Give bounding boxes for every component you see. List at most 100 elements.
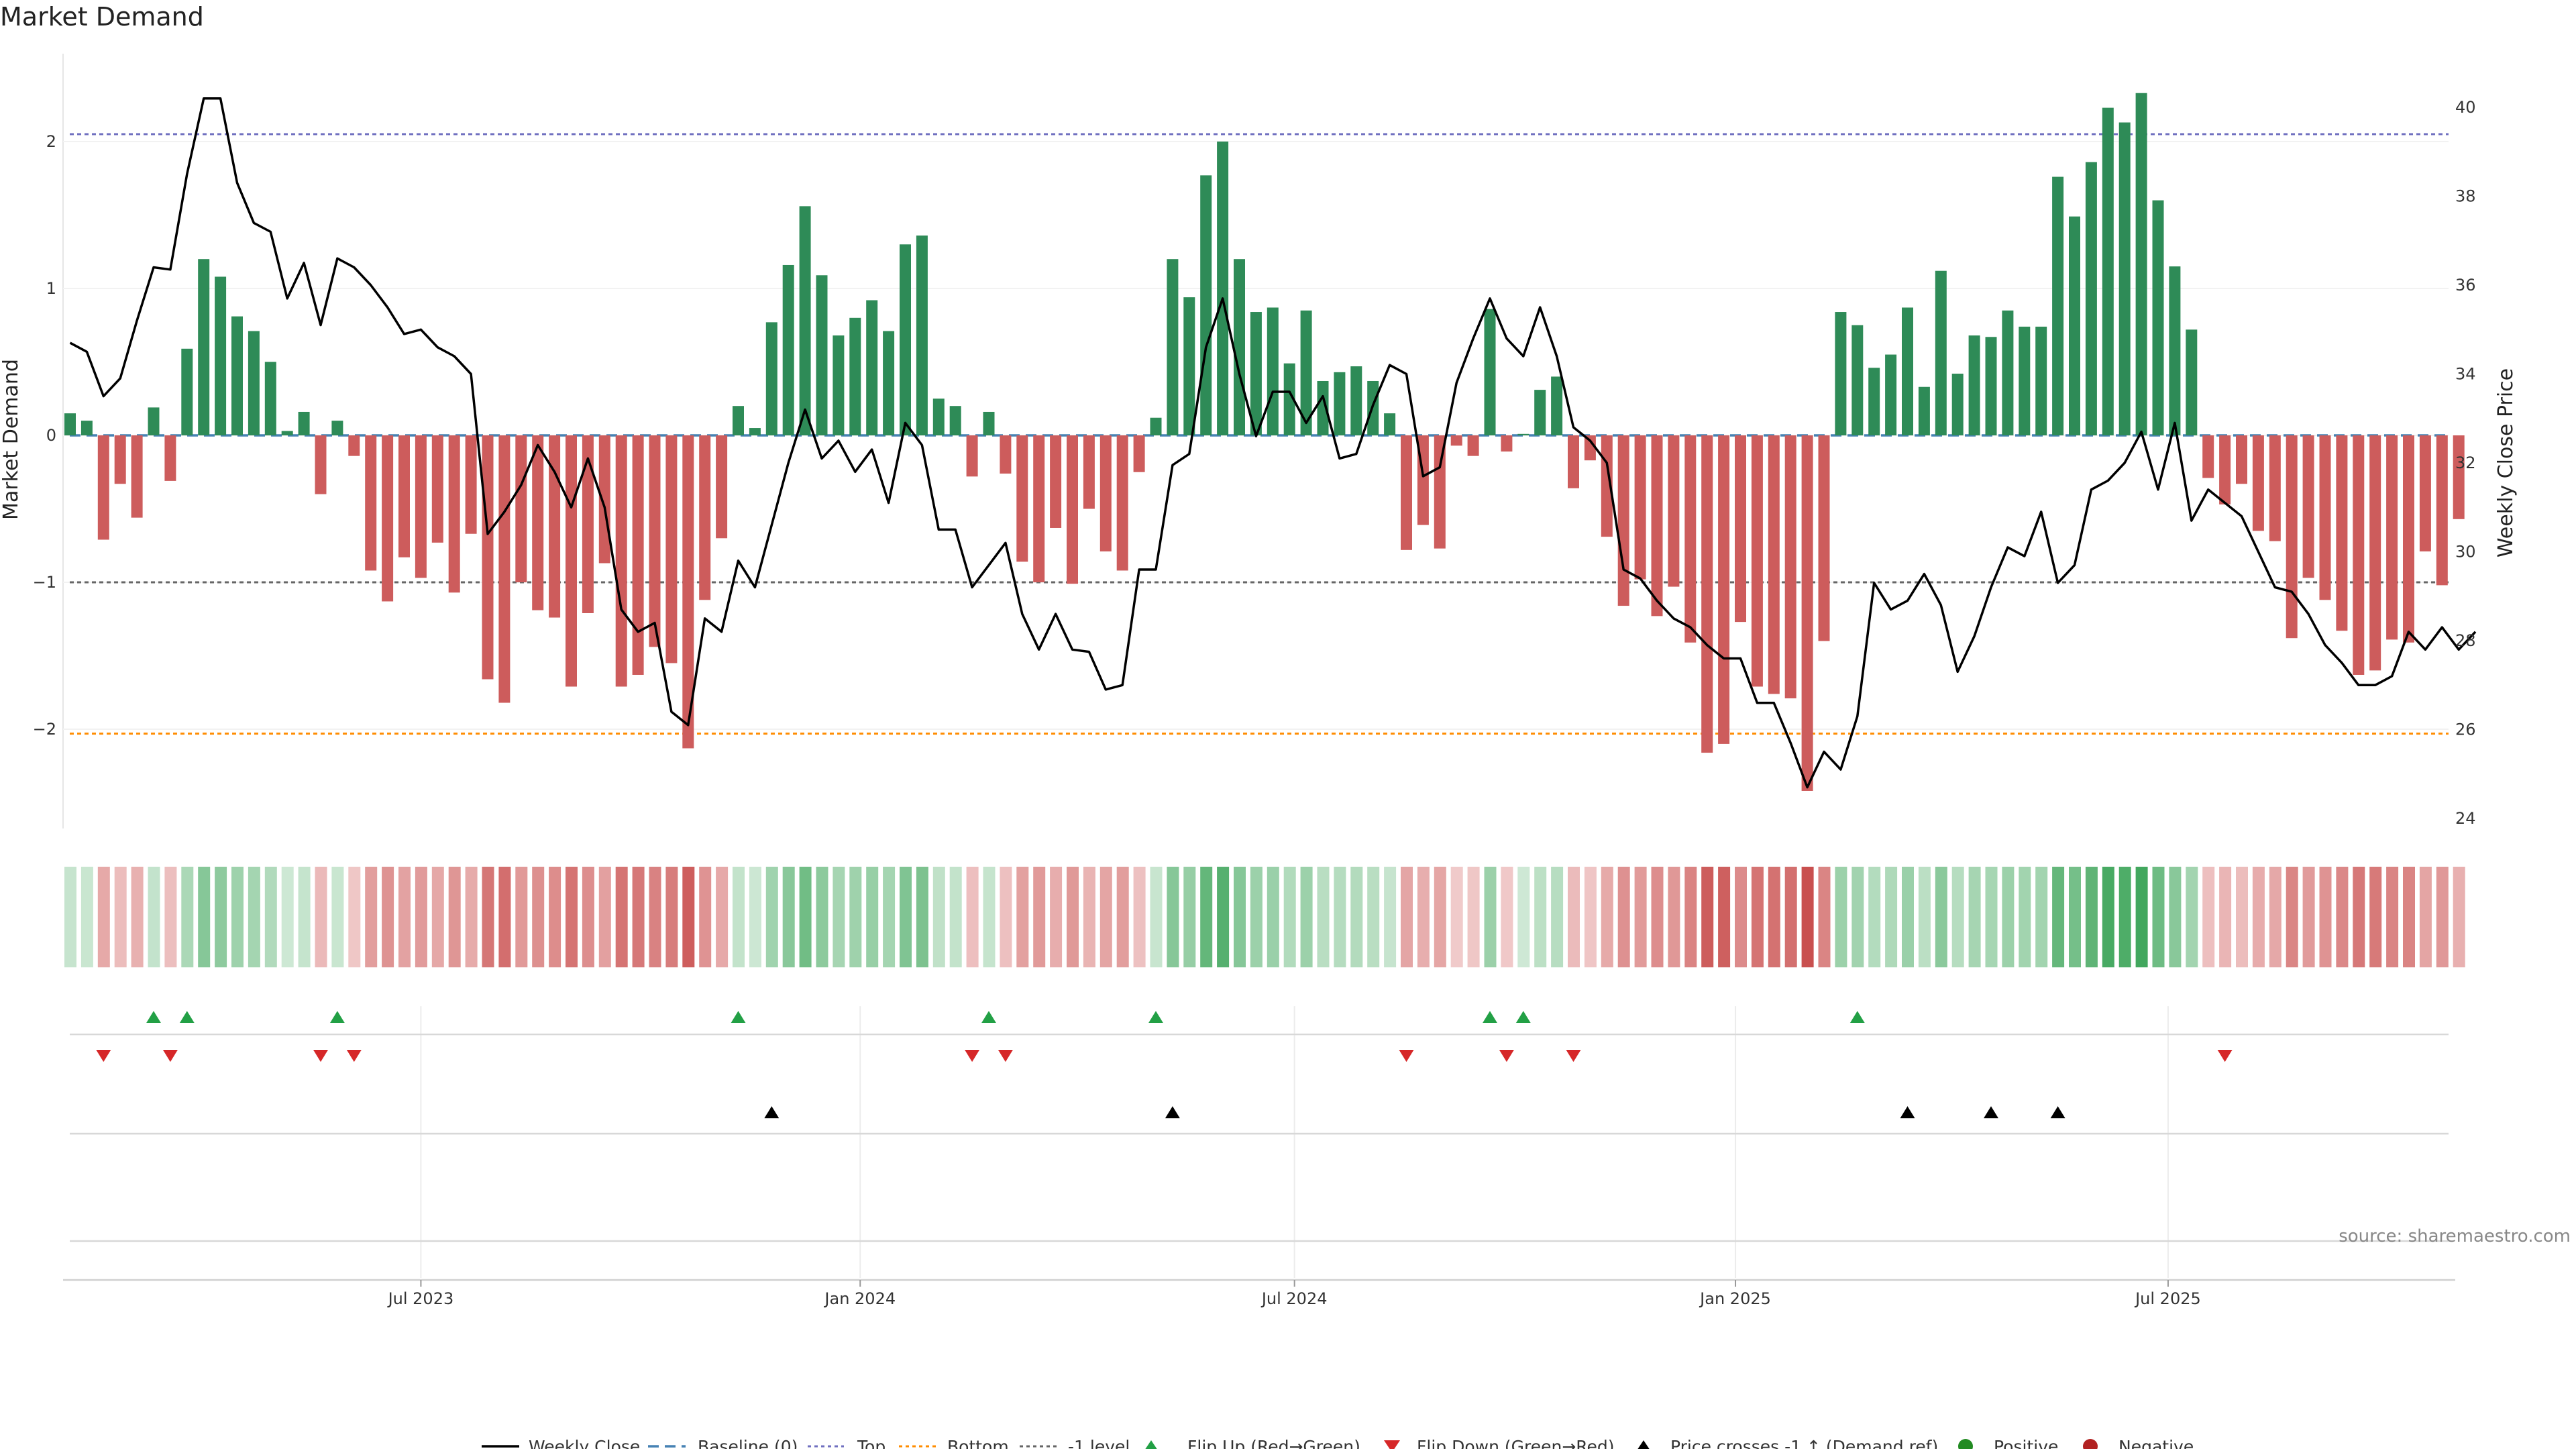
demand-bar (1250, 312, 1262, 435)
heat-cell (749, 867, 761, 967)
heat-cell (2069, 867, 2081, 967)
heat-cell (1735, 867, 1747, 967)
heat-cell (198, 867, 211, 967)
demand-bar (649, 435, 661, 647)
heat-cell (1099, 867, 1112, 967)
heat-cell (2019, 867, 2031, 967)
heat-cell (1684, 867, 1697, 967)
heat-cell (1050, 867, 1063, 967)
demand-bar (733, 406, 744, 435)
demand-bar (699, 435, 711, 600)
heat-cell (1584, 867, 1597, 967)
heat-cell (1250, 867, 1263, 967)
left-axis-title: Market Demand (0, 359, 23, 520)
legend-cross: Price crosses -1 ↑ (Demand ref) (1670, 1437, 1938, 1449)
heat-cell (983, 867, 996, 967)
demand-bar (2118, 122, 2131, 435)
demand-bar (966, 435, 978, 477)
demand-bar (1902, 307, 1913, 435)
heat-cell (2219, 867, 2232, 967)
demand-bar (131, 435, 143, 518)
flip-down-marker (998, 1050, 1013, 1062)
demand-bar (799, 206, 811, 435)
heat-cell (398, 867, 411, 967)
demand-bar (566, 435, 577, 687)
x-tick-label: Jul 2024 (1260, 1289, 1328, 1308)
flip-down-marker (162, 1050, 178, 1062)
demand-bar (1167, 259, 1179, 435)
flip-down-marker (2217, 1050, 2233, 1062)
left-tick-label: 1 (46, 279, 56, 298)
demand-bar (2019, 326, 2031, 435)
demand-bar (365, 435, 377, 571)
heat-cell (2319, 867, 2332, 967)
x-tick-label: Jan 2025 (1699, 1289, 1771, 1308)
heat-cell (1484, 867, 1497, 967)
demand-bar (1968, 335, 1980, 435)
demand-bar (2386, 435, 2398, 640)
heat-cell (649, 867, 661, 967)
flip-down-marker (965, 1050, 980, 1062)
heat-cell (281, 867, 294, 967)
heat-cell (382, 867, 394, 967)
demand-bar (2336, 435, 2348, 631)
chart-title: Market Demand (0, 2, 204, 32)
demand-bar (1200, 175, 1212, 435)
demand-bar (2252, 435, 2264, 531)
heat-cell (448, 867, 461, 967)
demand-bar (1885, 354, 1897, 435)
source-note: source: sharemaestro.com (2339, 1226, 2571, 1246)
heat-cell (1968, 867, 1981, 967)
legend-cross-marker (1638, 1440, 1650, 1449)
heat-cell (1133, 867, 1146, 967)
demand-bar (1534, 390, 1546, 435)
legend-negative-marker (2083, 1439, 2098, 1449)
heat-cell (2419, 867, 2432, 967)
demand-bar (164, 435, 176, 481)
heat-cell (1267, 867, 1279, 967)
demand-bar (1935, 270, 1947, 435)
cross-up-marker (1984, 1106, 1998, 1118)
legend-positive: Positive (1994, 1437, 2058, 1449)
flip-up-marker (329, 1011, 345, 1023)
cross-up-marker (1165, 1106, 1180, 1118)
heat-cell (2336, 867, 2349, 967)
demand-bar (1784, 435, 1796, 699)
heat-cell (2002, 867, 2015, 967)
x-tick-label: Jul 2023 (387, 1289, 454, 1308)
demand-bar (2102, 107, 2114, 435)
heat-cell (1033, 867, 1046, 967)
demand-bar (1501, 435, 1513, 452)
demand-bar (1718, 435, 1730, 744)
heat-cell (1517, 867, 1530, 967)
demand-bar (382, 435, 394, 602)
demand-bar (1300, 310, 1312, 435)
heat-cell (1634, 867, 1647, 967)
demand-bar (2436, 435, 2448, 586)
heat-cell (849, 867, 862, 967)
flip-up-marker (731, 1011, 746, 1023)
demand-bar (582, 435, 594, 613)
demand-bar (949, 406, 961, 435)
demand-bar (1701, 435, 1713, 753)
flip-up-marker (1849, 1011, 1865, 1023)
heat-cell (248, 867, 260, 967)
heat-cell (1835, 867, 1847, 967)
heat-cell (1985, 867, 1998, 967)
heat-cell (1868, 867, 1881, 967)
legend-flip-up: Flip Up (Red→Green) (1187, 1437, 1360, 1449)
demand-bar (2152, 200, 2164, 435)
demand-bar (900, 244, 911, 435)
right-tick-label: 34 (2455, 365, 2476, 384)
heat-cell (1784, 867, 1797, 967)
cross-up-marker (764, 1106, 780, 1118)
heat-cell (2302, 867, 2315, 967)
legend-bottom: Bottom (947, 1437, 1009, 1449)
flip-down-marker (1499, 1050, 1514, 1062)
demand-bar (2002, 310, 2014, 435)
demand-bar (264, 362, 276, 435)
heat-cell (1551, 867, 1564, 967)
demand-bar (2085, 162, 2097, 435)
